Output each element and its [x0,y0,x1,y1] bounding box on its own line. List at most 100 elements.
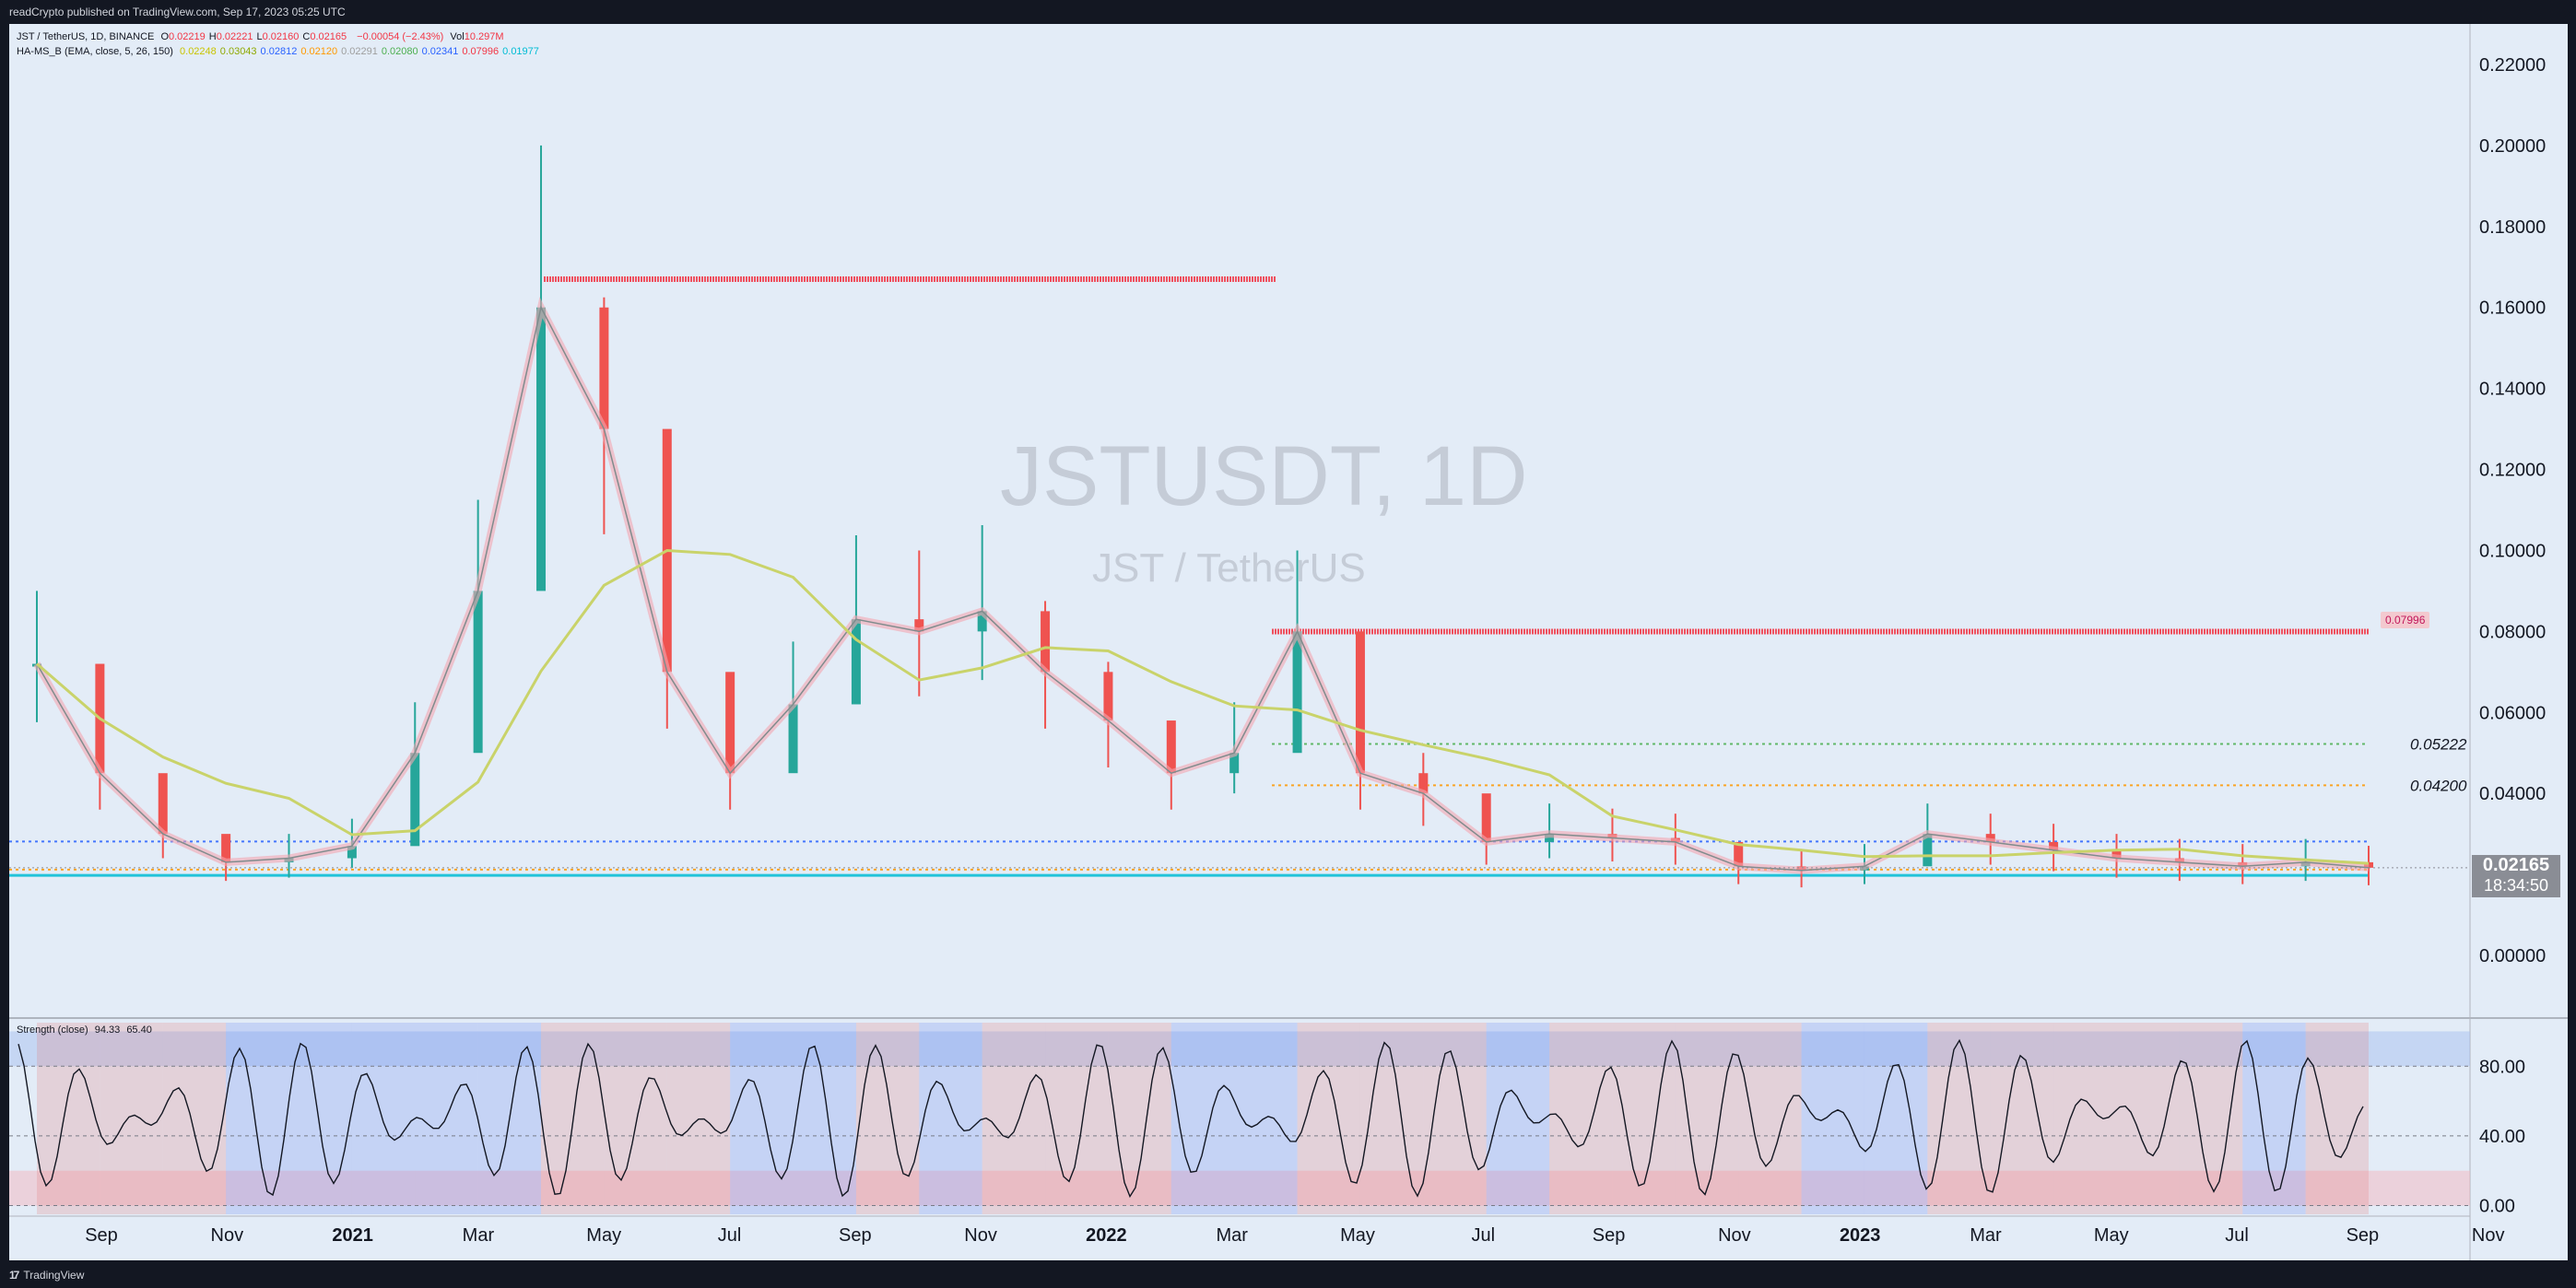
x-tick-label: Sep [2347,1225,2380,1246]
vol-label: Vol [450,31,465,42]
x-tick-label: Mar [463,1225,495,1246]
y-tick-label: 0.00000 [2479,946,2546,966]
x-tick-label: May [2094,1225,2129,1246]
resistance-price-tag: 0.07996 [2381,611,2430,628]
strength-regime-zone [1045,1023,1109,1214]
strength-regime-zone [1486,1023,1550,1214]
name-watermark: JST / TetherUS [1092,545,1366,591]
ohlc-label: O [160,31,169,42]
price-candle-body [914,619,924,632]
x-tick-label: Nov [1718,1225,1751,1246]
strength-regime-zone [1927,1023,1991,1214]
x-tick-label: Sep [839,1225,872,1246]
ohlc-value: 0.02219 [169,31,206,42]
strength-y-tick: 80.00 [2479,1057,2525,1077]
strength-legend[interactable]: Strength (close) 94.33 65.40 [17,1025,156,1036]
indicator-value: 0.02248 [180,46,217,57]
level-label: 0.05222 [2410,735,2467,753]
price-candle-body [473,591,483,754]
price-candle-body [1041,611,1051,673]
tradingview-logo-icon: 17 [9,1269,19,1282]
strength-regime-zone [604,1023,667,1214]
strength-regime-zone [100,1023,163,1214]
ohlc-value: 0.02160 [262,31,300,42]
strength-regime-zone [415,1023,478,1214]
strength-regime-zone [288,1023,352,1214]
strength-regime-zone [2305,1023,2369,1214]
strength-regime-zone [37,1023,100,1214]
x-tick-label: Jul [1472,1225,1496,1246]
y-tick-label: 0.10000 [2479,541,2546,561]
y-tick-label: 0.12000 [2479,461,2546,481]
x-tick-label: Jul [2225,1225,2249,1246]
price-candle-body [410,753,420,847]
x-tick-label: 2023 [1840,1225,1881,1246]
strength-regime-zone [162,1023,227,1214]
strength-lower-band [9,1170,2470,1206]
publish-header: readCrypto published on TradingView.com,… [0,0,2576,24]
strength-regime-zone [1675,1023,1739,1214]
y-tick-label: 0.18000 [2479,217,2546,238]
price-candle-body [977,611,987,632]
y-tick-label: 0.08000 [2479,622,2546,642]
strength-regime-zone [1738,1023,1802,1214]
ohlc-label: C [302,31,311,42]
y-tick-label: 0.20000 [2479,136,2546,157]
ohlc-value: 0.02221 [216,31,253,42]
price-candle-body [1418,773,1429,794]
price-candle-body [1481,793,1491,842]
strength-regime-zone [1297,1023,1360,1214]
x-tick-label: 2022 [1086,1225,1127,1246]
indicator-value: 0.02812 [260,46,298,57]
x-tick-label: 2021 [332,1225,373,1246]
ohlc-label: L [256,31,263,42]
strength-value-1: 94.33 [94,1025,121,1036]
strength-regime-zone [730,1023,794,1214]
strength-regime-zone [2053,1023,2117,1214]
level-label: 0.04200 [2410,777,2467,794]
price-candle-body [2049,841,2059,850]
strength-regime-zone [1549,1023,1613,1214]
strength-regime-zone [1990,1023,2054,1214]
strength-regime-zone [1170,1023,1235,1214]
strength-regime-zone [855,1023,920,1214]
price-candle-body [1734,841,1744,867]
indicator-value: 0.02291 [341,46,378,57]
price-candle-body [1355,631,1365,774]
price-candle-body [1985,834,1995,842]
indicator-value: 0.07996 [462,46,500,57]
price-candle-body [1166,720,1176,774]
strength-regime-zone [1234,1023,1298,1214]
strength-regime-zone [2116,1023,2180,1214]
footer-bar: 17 TradingView [0,1262,2576,1288]
price-candle-body [221,834,231,862]
strength-regime-zone [919,1023,982,1214]
strength-regime-zone [2179,1023,2243,1214]
indicator-value: 0.02341 [421,46,459,57]
x-tick-label: Jul [718,1225,742,1246]
strength-y-tick: 0.00 [2479,1197,2515,1217]
x-tick-label: Nov [2472,1225,2505,1246]
strength-regime-zone [1864,1023,1928,1214]
x-tick-label: May [586,1225,621,1246]
x-tick-label: Nov [211,1225,244,1246]
price-candle-body [536,307,547,591]
price-candle-body [1292,631,1302,754]
symbol-legend[interactable]: JST / TetherUS, 1D, BINANCE O0.02219 H0.0… [17,31,508,42]
y-tick-label: 0.16000 [2479,299,2546,319]
x-tick-label: Mar [1970,1225,2002,1246]
x-tick-label: Sep [85,1225,118,1246]
symbol-watermark: JSTUSDT, 1D [1000,429,1528,523]
x-tick-label: Nov [964,1225,997,1246]
indicator-value: 0.03043 [219,46,257,57]
price-candle-body [158,773,168,835]
strength-regime-zone [666,1023,731,1214]
price-line [36,305,2370,872]
strength-regime-zone [1801,1023,1864,1214]
strength-regime-zone [982,1023,1046,1214]
strength-regime-zone [1612,1023,1676,1214]
ohlc-value: 0.02165 [310,31,347,42]
strength-value-2: 65.40 [126,1025,152,1036]
indicator-legend[interactable]: HA-MS_B (EMA, close, 5, 26, 150) 0.02248… [17,46,547,57]
